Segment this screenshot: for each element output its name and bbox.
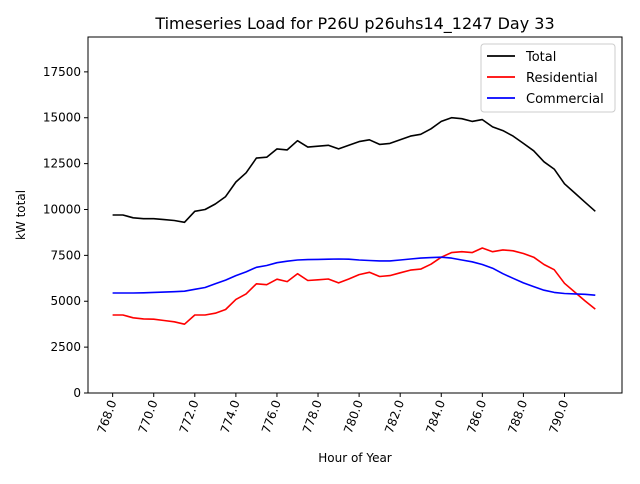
legend-box <box>480 43 616 113</box>
y-axis-label: kW total <box>14 190 28 240</box>
series-line-total <box>112 116 596 224</box>
y-tick-label: 2500 <box>50 340 81 354</box>
y-tick-label: 5000 <box>50 294 81 308</box>
series-line-commercial <box>112 256 596 296</box>
legend: Total Residential Commercial <box>480 43 616 113</box>
y-tick-label: 10000 <box>43 202 81 216</box>
y-tick-label: 15000 <box>43 111 81 125</box>
legend-label-commercial: Commercial <box>526 92 604 107</box>
legend-label-total: Total <box>525 50 556 65</box>
y-tick-label: 7500 <box>50 248 81 262</box>
series-line-residential <box>112 247 596 326</box>
chart-title: Timeseries Load for P26U p26uhs14_1247 D… <box>154 14 554 34</box>
y-tick-label: 0 <box>73 386 81 400</box>
plot-frame <box>87 36 623 394</box>
y-tick-label: 12500 <box>43 157 81 171</box>
y-tick-label: 17500 <box>43 65 81 79</box>
legend-label-residential: Residential <box>526 71 598 86</box>
x-axis-label: Hour of Year <box>318 451 392 465</box>
